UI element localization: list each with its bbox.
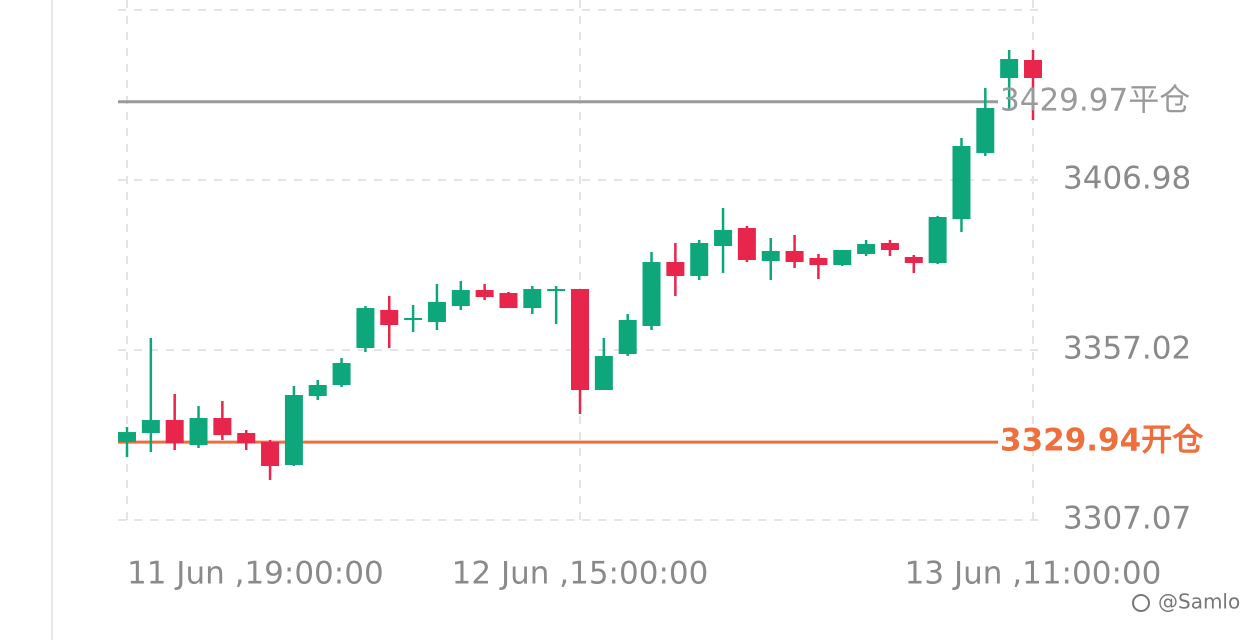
candle-body <box>952 146 971 220</box>
candle-body <box>714 230 733 246</box>
candle-body <box>523 289 542 309</box>
candle-body <box>237 433 256 444</box>
x-tick-label: 11 Jun ,19:00:00 <box>127 556 384 592</box>
levels <box>118 100 998 444</box>
watermark: @Samlo <box>1132 590 1240 614</box>
candle-body <box>976 108 995 153</box>
candle-body <box>594 356 613 391</box>
candle-body <box>690 242 709 277</box>
candle-body <box>618 320 637 355</box>
y-tick-label: 3406.98 <box>1063 161 1191 197</box>
labels: 3307.07 3357.02 3406.98 11 Jun ,19:00:00 12 … <box>127 82 1204 591</box>
candle-body <box>165 420 184 444</box>
level-label: 3429.97平仓 <box>1000 82 1190 118</box>
candles <box>118 49 1042 481</box>
candle-body <box>666 262 685 277</box>
candle-body <box>404 318 423 321</box>
candle-body <box>475 290 494 298</box>
candle-body <box>833 250 852 266</box>
candle-body <box>356 308 375 349</box>
candle-body <box>642 262 661 326</box>
candle-body <box>547 289 566 292</box>
y-tick-label: 3357.02 <box>1063 331 1191 367</box>
candle-body <box>880 242 899 251</box>
candle-body <box>761 250 780 262</box>
candle-body <box>451 290 470 307</box>
candle-body <box>261 442 280 467</box>
candle-body <box>427 302 446 323</box>
watermark-text: @Samlo <box>1158 590 1240 614</box>
candle-body <box>332 363 351 386</box>
candle-body <box>809 258 828 266</box>
candle-body <box>118 432 136 443</box>
candle-body <box>213 418 232 436</box>
y-tick-label: 3307.07 <box>1063 501 1191 537</box>
x-tick-label: 13 Jun ,11:00:00 <box>905 556 1162 592</box>
candle-body <box>904 257 923 264</box>
candle-body <box>785 250 804 263</box>
candle-body <box>284 395 303 466</box>
candle-body <box>857 244 876 255</box>
x-tick-label: 12 Jun ,15:00:00 <box>452 556 709 592</box>
candle-body <box>737 227 756 261</box>
candle-body <box>189 418 208 446</box>
watermark-icon <box>1132 594 1150 612</box>
candle-body <box>571 289 589 391</box>
candle-body <box>308 385 327 397</box>
candle-body <box>1000 59 1019 78</box>
candle-body <box>928 217 947 264</box>
grid <box>118 0 1040 525</box>
candle-body <box>499 293 518 309</box>
level-label: 3329.94开仓 <box>1000 423 1204 459</box>
candle-body <box>141 420 160 434</box>
candle-body <box>380 310 399 326</box>
candle-body <box>1024 59 1042 78</box>
